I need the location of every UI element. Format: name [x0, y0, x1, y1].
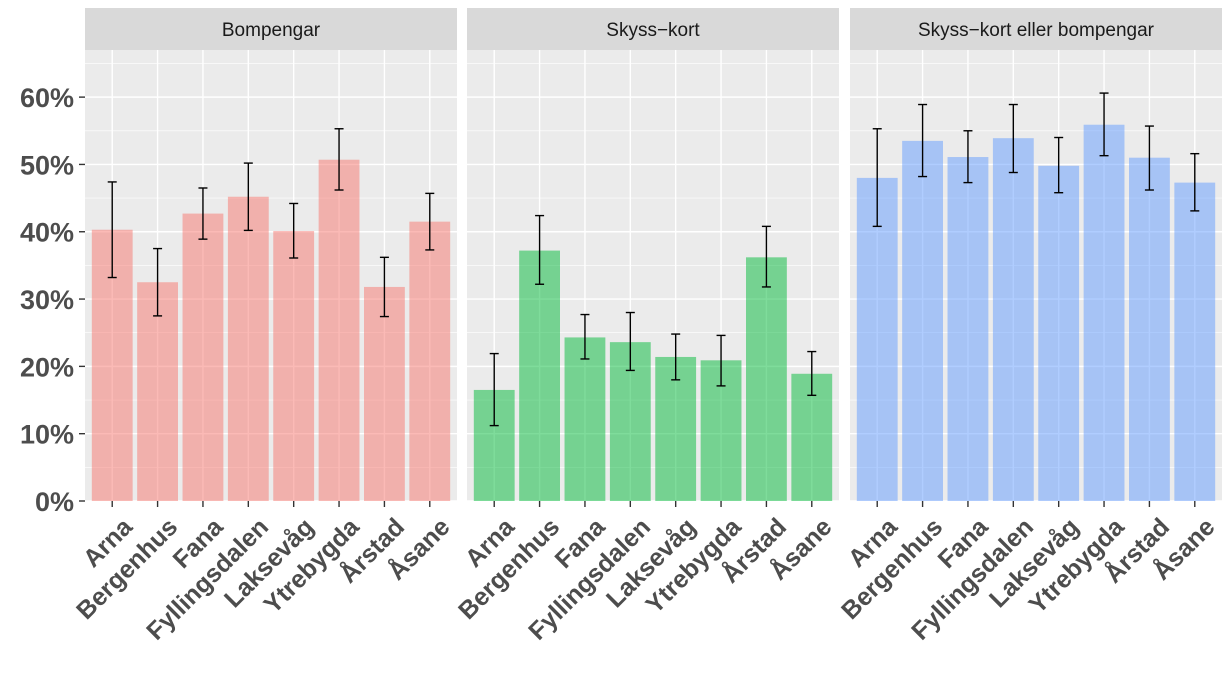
- ytick-label: 60%: [20, 83, 74, 113]
- ytick-label: 0%: [35, 487, 74, 517]
- panel-1-bar-Åsane: [409, 221, 451, 502]
- ytick-label: 10%: [20, 420, 74, 450]
- panel-2-strip: [467, 8, 839, 50]
- panel-1-bar-Fyllingsdalen: [227, 196, 269, 501]
- ytick-label: 20%: [20, 352, 74, 382]
- panel-1-title: Bompengar: [222, 20, 321, 41]
- panel-3-bar-Laksevåg: [1038, 165, 1080, 501]
- panel-3-title: Skyss−kort eller bompengar: [918, 20, 1155, 41]
- panel-2-bar-Årstad: [746, 257, 787, 501]
- panel-2-bar-Bergenhus: [519, 250, 560, 501]
- ytick-label: 40%: [20, 218, 74, 248]
- panel-2-title: Skyss−kort: [606, 20, 700, 41]
- ytick-label: 50%: [20, 150, 74, 180]
- panel-3-bar-Fyllingsdalen: [992, 138, 1034, 501]
- panel-3-bar-Fana: [947, 157, 989, 501]
- ytick-label: 30%: [20, 285, 74, 315]
- panel-3-bar-Åsane: [1174, 182, 1216, 501]
- panel-1-bar-Laksevåg: [273, 231, 315, 502]
- panel-2-bar-Laksevåg: [655, 356, 697, 501]
- panel-1-bar-Årstad: [364, 286, 405, 501]
- panel-1-bar-Ytrebygda: [318, 159, 360, 502]
- panel-1-strip: [85, 8, 457, 50]
- panel-3-bar-Ytrebygda: [1083, 124, 1125, 502]
- panel-2-bar-Fana: [564, 337, 606, 501]
- panel-3-strip: [850, 8, 1222, 50]
- panel-1-bar-Fana: [182, 213, 224, 501]
- panel-3-bar-Arna: [856, 177, 898, 502]
- panel-1-bar-Bergenhus: [137, 282, 178, 501]
- panel-3-bar-Bergenhus: [902, 140, 943, 501]
- panel-3-bar-Årstad: [1129, 157, 1170, 502]
